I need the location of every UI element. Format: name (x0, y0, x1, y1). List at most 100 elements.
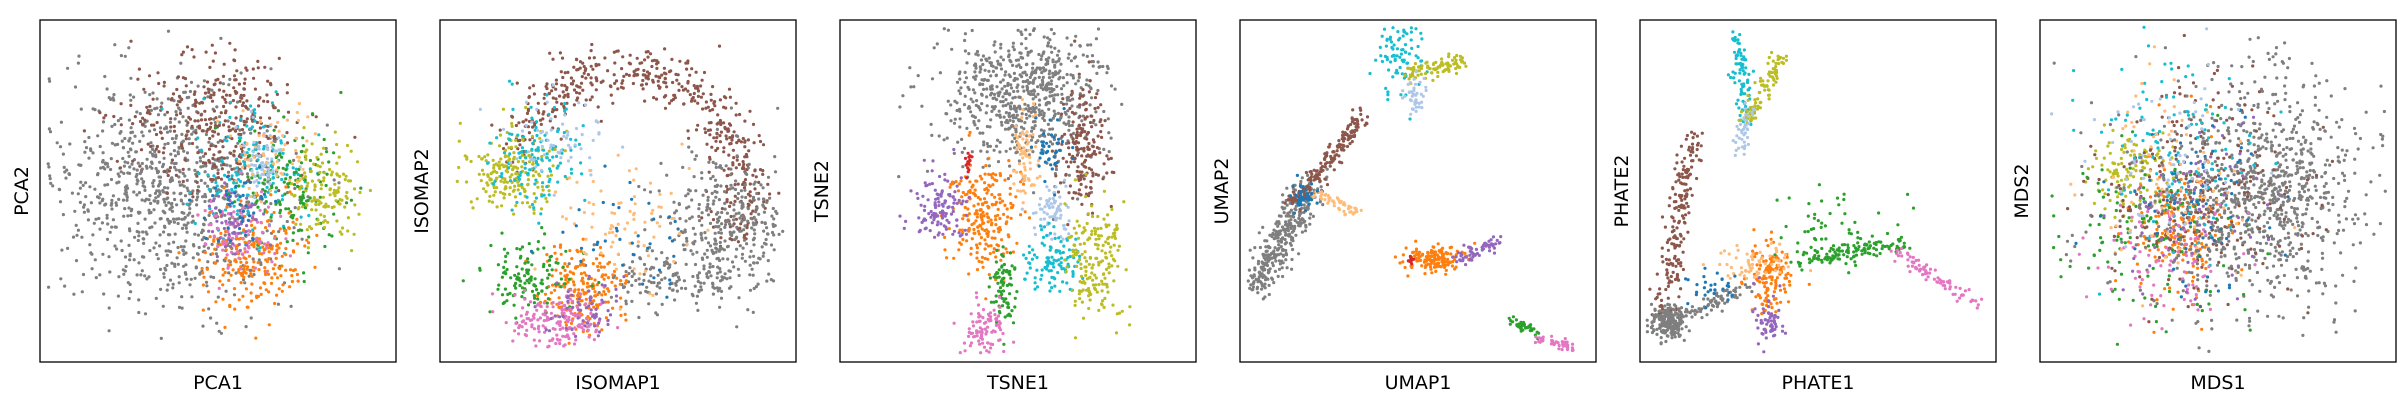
data-point (156, 170, 161, 174)
data-point (275, 168, 279, 172)
data-point (614, 79, 619, 83)
data-point (236, 198, 240, 202)
data-point (542, 110, 546, 114)
data-point (253, 226, 257, 230)
data-point (71, 235, 76, 239)
data-point (513, 195, 518, 199)
data-point (254, 237, 258, 241)
cluster-gray (626, 106, 785, 329)
data-point (292, 250, 296, 254)
data-point (183, 194, 188, 198)
data-point (675, 289, 680, 293)
data-point (281, 134, 285, 138)
data-point (270, 185, 274, 189)
data-point (739, 189, 744, 193)
data-point (332, 151, 336, 155)
data-point (239, 147, 244, 151)
data-point (223, 97, 227, 102)
data-point (257, 268, 261, 272)
data-point (155, 97, 159, 101)
data-point (597, 321, 601, 325)
data-point (590, 302, 594, 306)
data-point (736, 240, 741, 244)
data-point (724, 134, 728, 138)
data-point (700, 238, 704, 242)
data-point (269, 215, 273, 219)
data-point (985, 124, 990, 129)
data-point (135, 172, 139, 177)
data-point (194, 265, 198, 269)
data-point (143, 118, 147, 122)
data-point (257, 251, 262, 256)
data-point (608, 84, 613, 88)
data-point (152, 246, 156, 250)
data-point (120, 139, 124, 143)
data-point (309, 169, 313, 173)
data-point (201, 283, 205, 287)
data-point (985, 142, 989, 146)
data-point (623, 281, 628, 285)
data-point (172, 129, 177, 133)
data-point (257, 181, 261, 185)
data-point (340, 232, 344, 236)
data-point (188, 89, 192, 94)
data-point (145, 232, 149, 236)
data-point (245, 196, 249, 200)
data-point (535, 107, 539, 111)
data-point (660, 73, 664, 77)
data-point (578, 292, 582, 296)
data-point (1053, 112, 1057, 116)
data-point (734, 179, 738, 183)
data-point (155, 120, 159, 125)
data-point (265, 270, 269, 274)
data-point (526, 272, 530, 276)
data-point (137, 298, 141, 302)
data-point (123, 160, 127, 164)
data-point (646, 74, 650, 78)
data-point (1098, 151, 1102, 155)
data-point (692, 91, 696, 96)
data-point (117, 197, 121, 201)
data-point (197, 171, 201, 176)
data-point (555, 257, 559, 261)
data-point (757, 180, 761, 184)
data-point (319, 187, 323, 191)
data-point (162, 156, 166, 160)
data-point (238, 226, 242, 231)
data-point (773, 155, 777, 159)
data-point (273, 301, 277, 306)
data-point (541, 188, 545, 192)
data-point (524, 118, 528, 122)
data-point (201, 154, 206, 158)
data-point (177, 94, 182, 98)
data-point (595, 257, 599, 261)
data-point (499, 174, 503, 179)
data-point (533, 267, 537, 271)
data-point (1075, 64, 1079, 68)
data-point (584, 98, 588, 102)
data-point (746, 207, 750, 211)
data-point (574, 334, 578, 338)
data-point (592, 56, 596, 60)
data-point (245, 142, 249, 146)
data-point (754, 175, 758, 179)
data-point (558, 327, 562, 331)
data-point (284, 253, 288, 257)
data-point (148, 165, 152, 169)
data-point (512, 303, 516, 307)
data-point (510, 115, 515, 119)
data-point (180, 144, 184, 148)
data-point (987, 69, 991, 73)
data-point (127, 243, 131, 247)
data-point (258, 120, 263, 124)
data-point (677, 232, 682, 236)
data-point (736, 134, 740, 138)
data-point (569, 311, 573, 315)
data-point (667, 215, 672, 219)
data-point (206, 184, 210, 188)
data-point (112, 93, 116, 97)
data-point (186, 129, 190, 133)
data-point (751, 122, 756, 126)
data-point (168, 120, 172, 124)
data-point (513, 284, 517, 288)
